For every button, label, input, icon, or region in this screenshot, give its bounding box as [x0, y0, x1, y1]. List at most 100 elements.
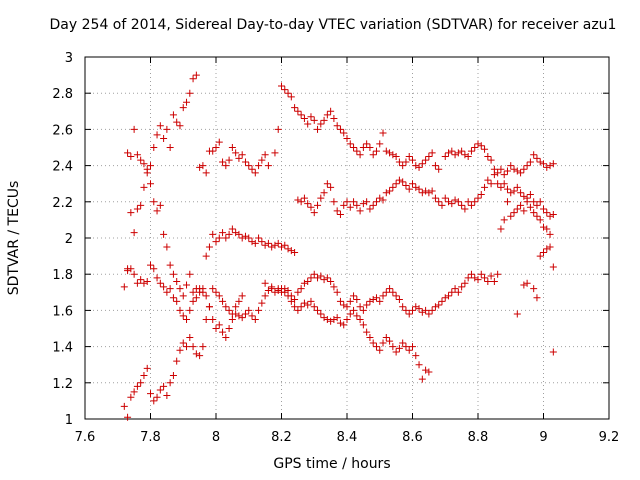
data-point	[192, 350, 200, 358]
data-point	[464, 198, 472, 206]
data-point	[209, 147, 217, 155]
data-point	[441, 294, 449, 302]
data-point	[228, 144, 236, 151]
data-point	[422, 156, 430, 164]
data-point	[540, 248, 547, 256]
data-point	[471, 198, 479, 206]
data-point	[173, 277, 181, 285]
data-point	[540, 160, 547, 168]
data-point	[386, 187, 394, 195]
data-point	[255, 306, 263, 314]
data-point	[536, 158, 544, 166]
data-point	[389, 151, 397, 159]
data-point	[517, 169, 525, 177]
data-point	[258, 299, 266, 307]
data-point	[179, 339, 187, 347]
y-tick-label: 3	[65, 51, 73, 66]
data-point	[320, 314, 328, 322]
data-point	[281, 285, 289, 293]
data-point	[425, 310, 433, 318]
data-point	[503, 198, 511, 206]
data-point	[422, 187, 430, 195]
data-point	[317, 272, 325, 280]
data-point	[461, 151, 469, 159]
x-tick-label: 8.4	[337, 430, 358, 445]
data-point	[363, 328, 371, 336]
data-point	[143, 364, 151, 372]
data-point	[471, 144, 479, 151]
data-point	[376, 140, 384, 148]
data-point	[533, 212, 541, 220]
data-point	[513, 310, 521, 318]
data-point	[120, 402, 128, 410]
y-tick-label: 2.6	[52, 123, 73, 138]
data-point	[323, 315, 331, 323]
y-axis-label: SDTVAR / TECUs	[6, 180, 22, 296]
data-point	[124, 413, 132, 421]
data-point	[494, 270, 502, 278]
data-point	[264, 239, 272, 247]
data-point	[549, 348, 557, 356]
data-point	[166, 285, 174, 293]
data-point	[461, 205, 469, 213]
data-point	[278, 288, 285, 296]
data-point	[350, 306, 358, 314]
data-point	[248, 238, 256, 246]
data-point	[199, 343, 207, 351]
data-point	[169, 270, 177, 278]
data-point	[448, 147, 456, 155]
data-point	[179, 312, 187, 320]
data-point	[209, 285, 217, 293]
data-point	[133, 279, 141, 287]
data-point	[209, 315, 217, 323]
data-point	[359, 200, 367, 208]
data-point	[212, 144, 220, 151]
data-point	[186, 306, 194, 314]
data-point	[395, 176, 403, 184]
data-point	[147, 180, 154, 188]
data-point	[255, 162, 263, 170]
data-point	[186, 334, 194, 342]
data-point	[281, 86, 289, 94]
data-point	[169, 294, 177, 302]
data-point	[258, 156, 266, 164]
data-point	[438, 201, 446, 209]
data-point	[314, 201, 322, 209]
data-point	[271, 149, 279, 157]
data-point	[431, 303, 439, 311]
data-point	[363, 140, 371, 148]
data-points	[120, 71, 557, 421]
data-point	[183, 343, 191, 351]
data-point	[238, 234, 246, 242]
data-point	[166, 379, 174, 387]
data-point	[409, 343, 416, 351]
data-point	[251, 239, 259, 247]
data-point	[405, 153, 413, 161]
grid-lines	[85, 57, 609, 419]
data-point	[310, 209, 318, 217]
data-point	[222, 303, 230, 311]
data-point	[392, 292, 400, 300]
data-point	[346, 140, 354, 148]
data-point	[133, 151, 141, 159]
data-point	[137, 379, 145, 387]
data-point	[386, 337, 394, 345]
data-point	[526, 158, 534, 166]
data-point	[304, 200, 312, 208]
data-point	[507, 162, 515, 170]
data-point	[500, 180, 508, 188]
data-point	[156, 279, 164, 287]
data-point	[490, 171, 498, 179]
data-point	[120, 283, 128, 291]
data-point	[330, 315, 338, 323]
data-point	[166, 144, 174, 151]
data-point	[333, 207, 341, 215]
data-point	[212, 238, 220, 246]
data-point	[454, 198, 462, 206]
data-point	[284, 292, 292, 300]
data-point	[238, 314, 246, 322]
data-point	[353, 312, 361, 320]
data-point	[156, 122, 164, 130]
data-point	[291, 104, 299, 112]
data-point	[445, 149, 453, 157]
